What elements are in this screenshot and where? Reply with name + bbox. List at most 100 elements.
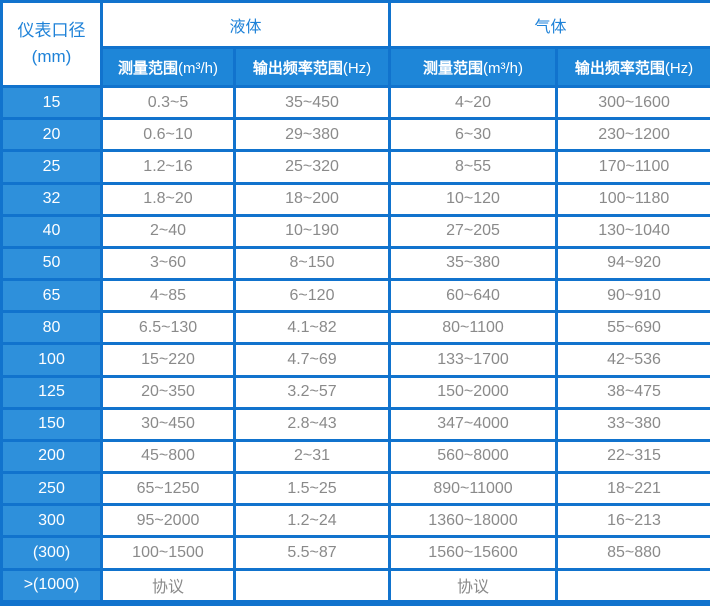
cell-liquid-frequency: 25~320	[232, 149, 392, 185]
cell-liquid-range: 4~85	[100, 278, 236, 314]
cell-gas-range: 150~2000	[388, 374, 559, 410]
cell-gas-frequency: 300~1600	[555, 84, 710, 121]
sub-header-label: 测量范围	[423, 59, 484, 77]
cell-gas-range: 80~1100	[388, 310, 559, 346]
table-row: 25 1.2~16 25~320 8~55 170~1100	[0, 149, 710, 185]
cell-liquid-frequency: 1.2~24	[232, 503, 392, 539]
cell-gas-frequency: 170~1100	[555, 149, 710, 185]
cell-liquid-frequency: 5.5~87	[232, 535, 392, 571]
table-row: 300 95~2000 1.2~24 1360~18000 16~213	[0, 503, 710, 539]
row-header-size: 250	[0, 471, 103, 507]
row-header-size: >(1000)	[0, 567, 103, 605]
row-header-size: 32	[0, 181, 103, 217]
row-header-size: 65	[0, 278, 103, 314]
cell-gas-frequency	[555, 567, 710, 605]
cell-liquid-frequency: 10~190	[232, 213, 392, 249]
sub-header-unit: (Hz)	[664, 59, 694, 77]
sub-header-label: 输出频率范围	[252, 59, 343, 77]
cell-liquid-range: 6.5~130	[100, 310, 236, 346]
cell-liquid-range: 0.6~10	[100, 117, 236, 153]
row-header-size: 100	[0, 342, 103, 378]
table-row: 200 45~800 2~31 560~8000 22~315	[0, 438, 710, 475]
cell-gas-range: 协议	[388, 567, 559, 605]
cell-gas-frequency: 33~380	[555, 406, 710, 442]
table-row: 80 6.5~130 4.1~82 80~1100 55~690	[0, 310, 710, 346]
cell-gas-range: 27~205	[388, 213, 559, 249]
row-header-size: (300)	[0, 535, 103, 571]
row-header-size: 25	[0, 149, 103, 185]
cell-liquid-frequency: 2~31	[232, 438, 392, 475]
row-header-size: 125	[0, 374, 103, 410]
sub-header-liquid-range: 测量范围(m³/h)	[100, 46, 236, 88]
cell-liquid-range: 65~1250	[100, 471, 236, 507]
cell-liquid-range: 3~60	[100, 245, 236, 282]
table-row: 100 15~220 4.7~69 133~1700 42~536	[0, 342, 710, 378]
cell-liquid-range: 20~350	[100, 374, 236, 410]
cell-liquid-range: 100~1500	[100, 535, 236, 571]
table-row: 40 2~40 10~190 27~205 130~1040	[0, 213, 710, 249]
row-header-size: 50	[0, 245, 103, 282]
cell-gas-frequency: 94~920	[555, 245, 710, 282]
row-header-size: 40	[0, 213, 103, 249]
row-header-size: 300	[0, 503, 103, 539]
cell-liquid-range: 协议	[100, 567, 236, 605]
cell-gas-range: 60~640	[388, 278, 559, 314]
cell-liquid-frequency: 35~450	[232, 84, 392, 121]
cell-gas-frequency: 230~1200	[555, 117, 710, 153]
cell-gas-range: 347~4000	[388, 406, 559, 442]
cell-gas-range: 133~1700	[388, 342, 559, 378]
table-header: 仪表口径 (mm) 液体 气体 测量范围(m³/h) 输出频率范围(Hz) 测量…	[0, 0, 710, 88]
cell-liquid-frequency: 8~150	[232, 245, 392, 282]
cell-gas-range: 6~30	[388, 117, 559, 153]
cell-gas-frequency: 22~315	[555, 438, 710, 475]
table-row: 15 0.3~5 35~450 4~20 300~1600	[0, 84, 710, 121]
cell-gas-frequency: 100~1180	[555, 181, 710, 217]
group-header-liquid: 液体	[99, 0, 392, 49]
table-row: 250 65~1250 1.5~25 890~11000 18~221	[0, 471, 710, 507]
cell-gas-frequency: 90~910	[555, 278, 710, 314]
col-header-diameter: 仪表口径 (mm)	[0, 0, 103, 88]
cell-gas-range: 1360~18000	[388, 503, 559, 539]
col-header-diameter-line2: (mm)	[31, 47, 72, 66]
table-row: 65 4~85 6~120 60~640 90~910	[0, 278, 710, 314]
row-header-size: 15	[0, 84, 103, 121]
table-row: 20 0.6~10 29~380 6~30 230~1200	[0, 117, 710, 153]
cell-gas-range: 8~55	[388, 149, 559, 185]
table-row: 50 3~60 8~150 35~380 94~920	[0, 245, 710, 282]
row-header-size: 20	[0, 117, 103, 153]
cell-gas-range: 890~11000	[388, 471, 559, 507]
row-header-size: 80	[0, 310, 103, 346]
cell-liquid-range: 2~40	[100, 213, 236, 249]
cell-gas-range: 10~120	[388, 181, 559, 217]
cell-liquid-frequency: 3.2~57	[232, 374, 392, 410]
sub-header-gas-range: 测量范围(m³/h)	[388, 46, 559, 88]
group-header-gas: 气体	[388, 0, 710, 49]
cell-gas-range: 560~8000	[388, 438, 559, 475]
cell-gas-frequency: 16~213	[555, 503, 710, 539]
sub-header-label: 输出频率范围	[574, 59, 665, 77]
cell-gas-frequency: 130~1040	[555, 213, 710, 249]
sub-header-liquid-frequency: 输出频率范围(Hz)	[232, 46, 392, 88]
sub-header-gas-frequency: 输出频率范围(Hz)	[555, 46, 710, 88]
table-body: 15 0.3~5 35~450 4~20 300~1600 20 0.6~10 29~380 6…	[0, 84, 710, 605]
cell-liquid-frequency	[232, 567, 392, 605]
sub-header-unit: (Hz)	[342, 59, 372, 77]
row-header-size: 150	[0, 406, 103, 442]
cell-gas-frequency: 85~880	[555, 535, 710, 571]
cell-liquid-range: 45~800	[100, 438, 236, 475]
cell-gas-frequency: 38~475	[555, 374, 710, 410]
table-row: >(1000) 协议 协议	[0, 567, 710, 605]
row-header-size: 200	[0, 438, 103, 475]
cell-liquid-frequency: 18~200	[232, 181, 392, 217]
cell-liquid-range: 0.3~5	[100, 84, 236, 121]
cell-gas-range: 1560~15600	[388, 535, 559, 571]
sub-header-unit: (m³/h)	[178, 59, 218, 77]
cell-gas-frequency: 42~536	[555, 342, 710, 378]
table-row: (300) 100~1500 5.5~87 1560~15600 85~880	[0, 535, 710, 571]
cell-liquid-range: 30~450	[100, 406, 236, 442]
table-row: 32 1.8~20 18~200 10~120 100~1180	[0, 181, 710, 217]
cell-gas-frequency: 18~221	[555, 471, 710, 507]
table-row: 125 20~350 3.2~57 150~2000 38~475	[0, 374, 710, 410]
cell-liquid-frequency: 1.5~25	[232, 471, 392, 507]
